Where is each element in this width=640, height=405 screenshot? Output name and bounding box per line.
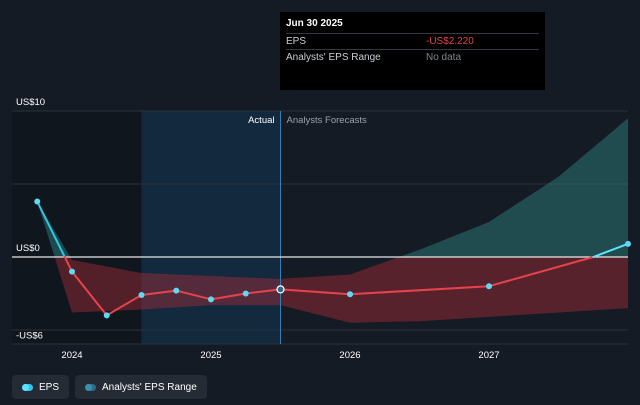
chart-tooltip: Jun 30 2025 EPS -US$2.220 Analysts' EPS … <box>280 12 545 90</box>
tooltip-row-range: Analysts' EPS Range No data <box>286 49 539 65</box>
highlight-region <box>141 111 281 344</box>
y-tick-label-1: US$0 <box>16 243 40 254</box>
tooltip-value-eps: -US$2.220 <box>426 36 474 47</box>
eps-range-band-negative <box>54 257 628 323</box>
eps-line-segment-0 <box>36 200 66 258</box>
eps-line-segment-10 <box>488 256 595 288</box>
tooltip-label-range: Analysts' EPS Range <box>286 52 381 63</box>
tooltip-label-eps: EPS <box>286 36 307 47</box>
eps-point-6 <box>242 290 249 297</box>
tooltip-value-range: No data <box>426 52 462 63</box>
tooltip-row-eps: EPS -US$2.220 <box>286 33 539 49</box>
legend-label-eps-range: Analysts' EPS Range <box>102 381 197 393</box>
legend-item-eps-range[interactable]: Analysts' EPS Range <box>75 375 207 399</box>
eps-swatch-icon <box>22 383 33 391</box>
eps-line-segment-9 <box>349 285 490 296</box>
eps-line-segment-2 <box>71 270 108 317</box>
eps-point-9 <box>486 283 492 290</box>
eps-range-band-positive <box>37 118 628 257</box>
eps-point-1 <box>69 268 75 275</box>
legend-label-eps: EPS <box>39 381 60 393</box>
eps-point-8 <box>347 291 353 298</box>
eps-line-segment-6 <box>210 292 247 301</box>
eps-point-2 <box>103 312 110 319</box>
eps-line-segment-7 <box>244 288 282 295</box>
eps-line-segment-3 <box>105 293 143 317</box>
x-tick-label-1: 2025 <box>200 350 221 361</box>
eps-line-segment-5 <box>175 289 212 301</box>
x-tick-label-3: 2027 <box>478 350 499 361</box>
x-tick-label-0: 2024 <box>61 350 82 361</box>
y-tick-label-0: US$10 <box>16 97 45 108</box>
eps-point-3 <box>138 291 145 298</box>
eps-line-segment-11 <box>592 242 629 258</box>
x-tick-label-2: 2026 <box>339 350 360 361</box>
eps-point-11 <box>625 240 631 247</box>
forecast-label: Analysts Forecasts <box>287 115 367 126</box>
eps-line-segment-8 <box>279 288 351 296</box>
eps-point-5 <box>208 296 214 303</box>
eps-point-4 <box>173 287 180 294</box>
eps-line-segment-4 <box>140 289 178 296</box>
eps-point-7 <box>276 285 285 294</box>
actual-label: Actual <box>248 115 274 126</box>
y-tick-label-2: -US$6 <box>16 331 43 342</box>
tooltip-date: Jun 30 2025 <box>286 18 343 29</box>
range-swatch-icon <box>85 383 97 391</box>
legend-item-eps[interactable]: EPS <box>12 375 70 399</box>
chart-legend: EPS Analysts' EPS Range <box>12 375 207 399</box>
eps-point-0 <box>34 198 41 205</box>
